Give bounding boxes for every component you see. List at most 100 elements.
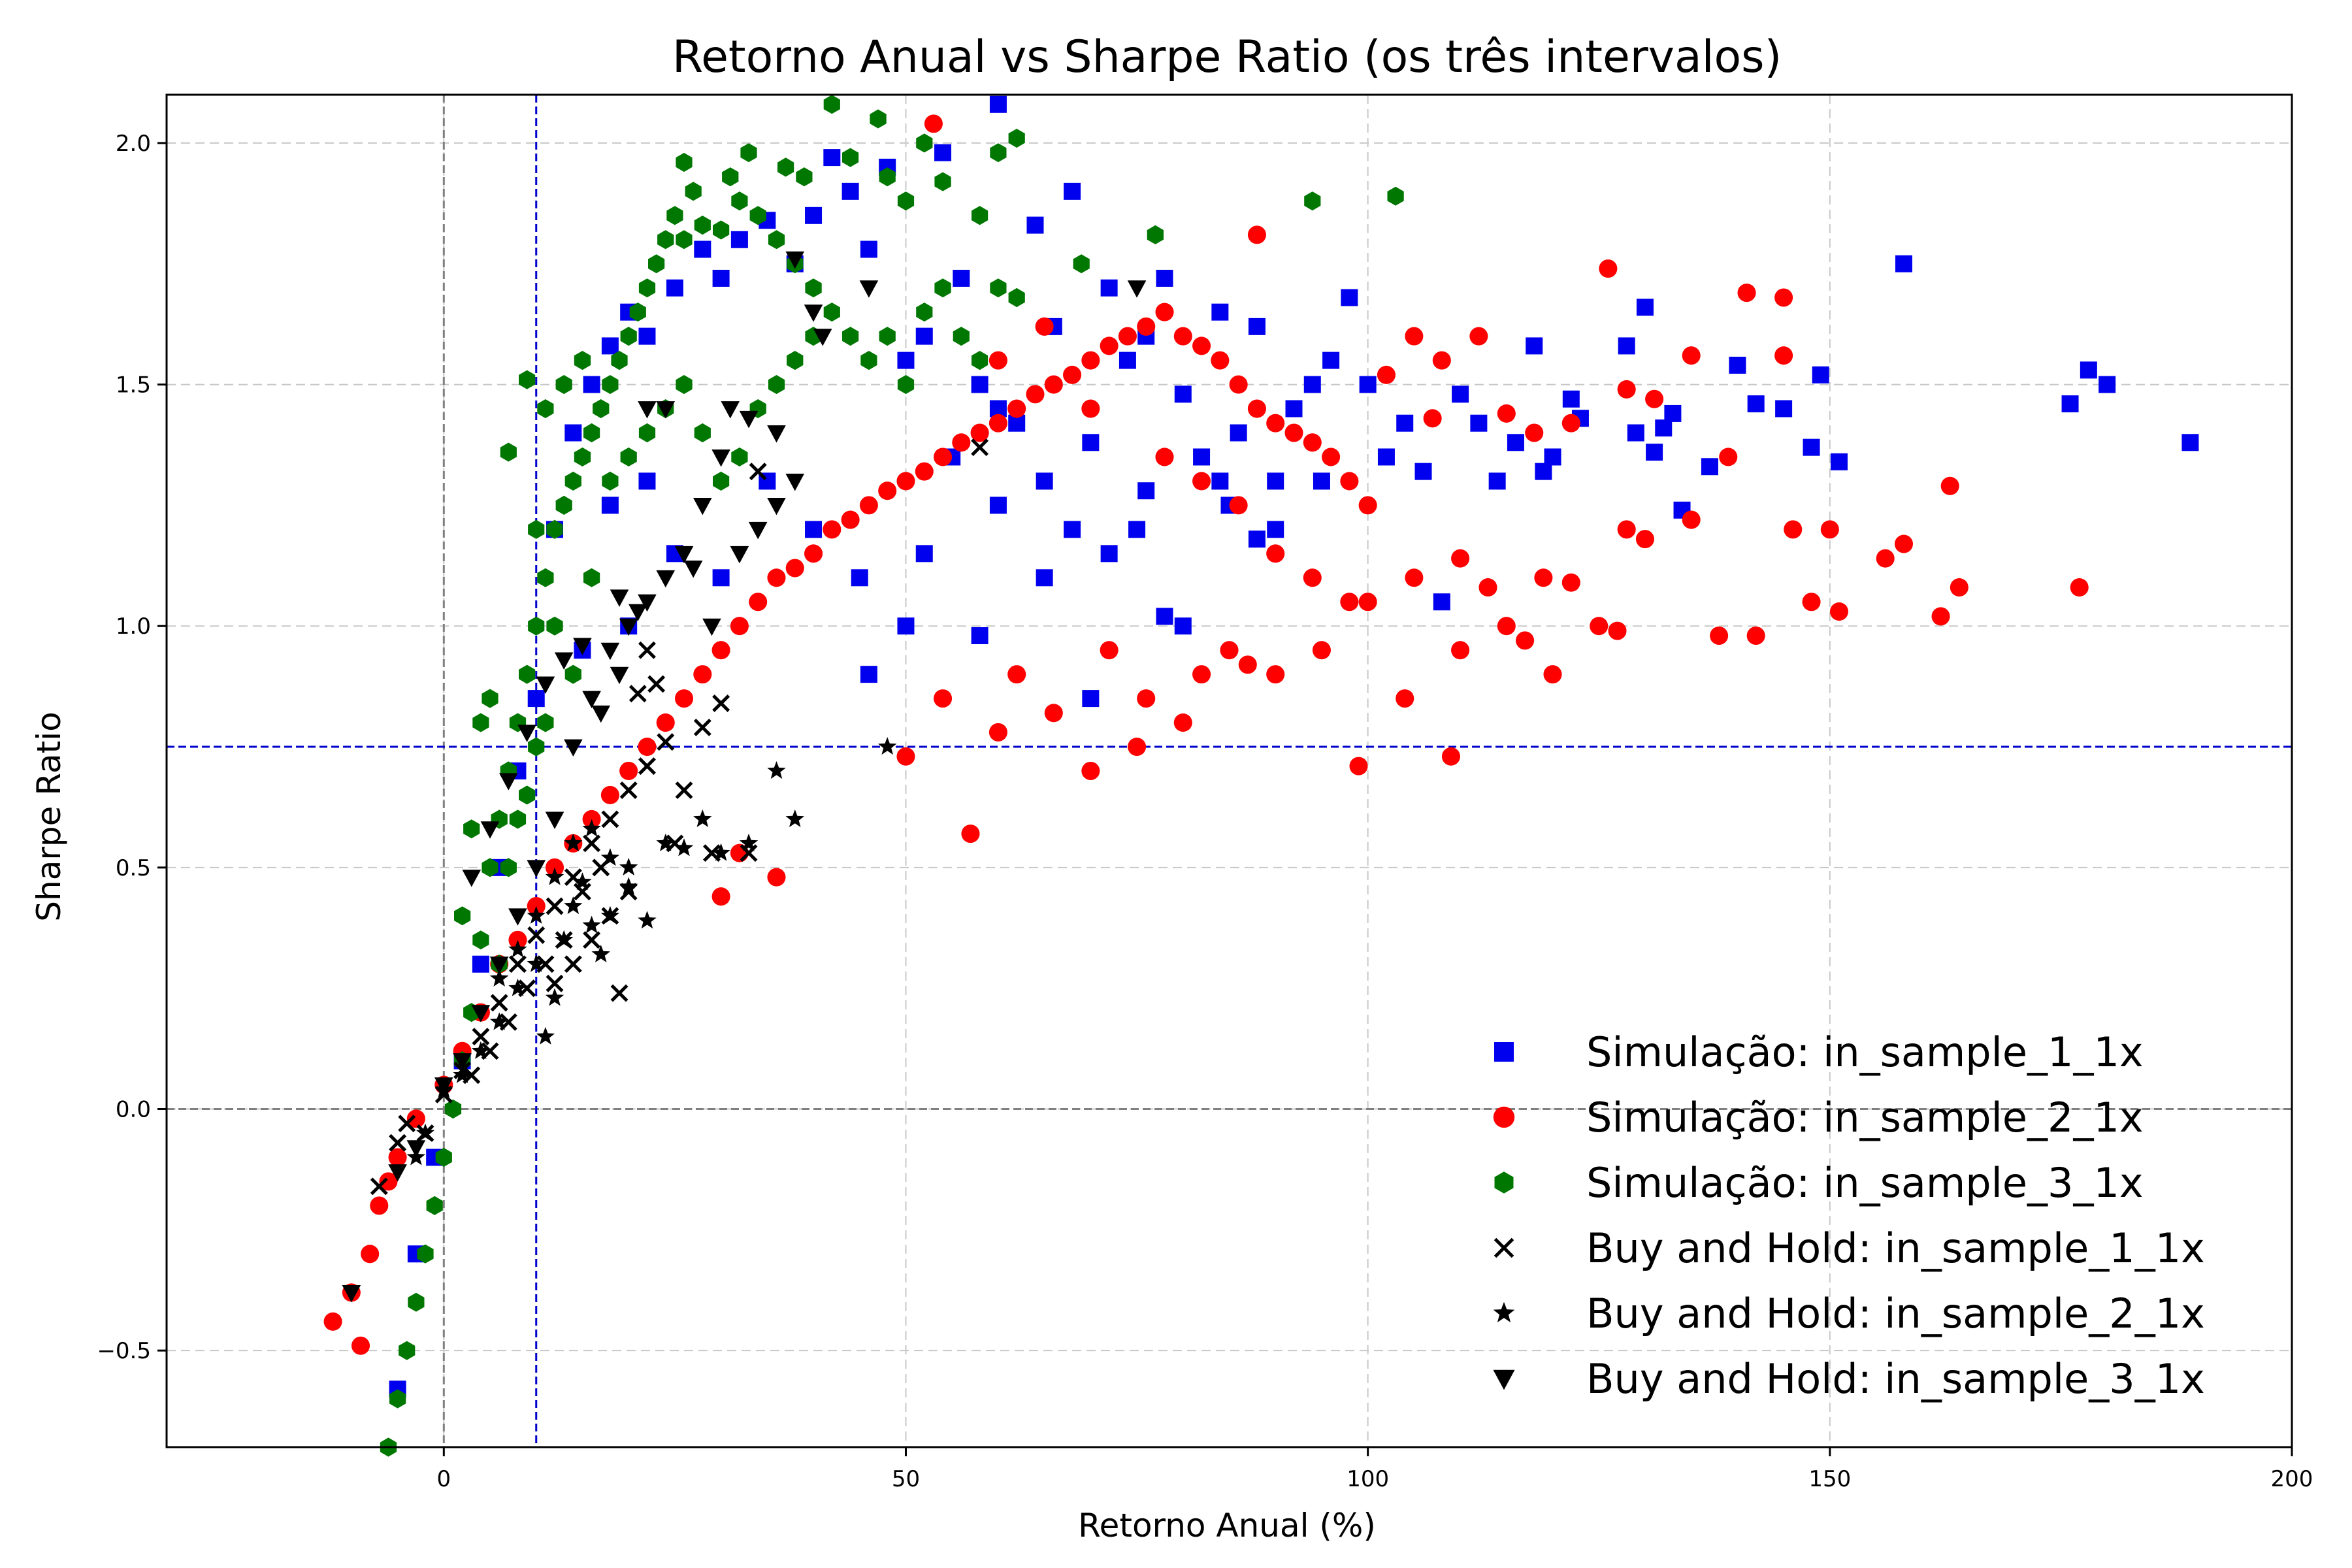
data-point: [1340, 593, 1359, 612]
data-point: [785, 473, 805, 491]
data-point: [767, 868, 786, 887]
legend-item: Buy and Hold: in_sample_1_1x: [1494, 1224, 2205, 1272]
legend-marker: [1494, 1042, 1514, 1062]
data-point: [1451, 549, 1470, 568]
data-point: [555, 495, 572, 515]
data-point: [785, 251, 805, 269]
data-point: [1710, 626, 1729, 645]
data-point: [619, 781, 638, 800]
data-point: [683, 561, 703, 578]
data-point: [721, 401, 740, 419]
data-point: [1432, 351, 1451, 370]
data-point: [842, 327, 859, 346]
data-point: [1073, 254, 1090, 274]
data-point: [573, 638, 592, 655]
data-point: [582, 691, 601, 709]
data-point: [1349, 757, 1368, 776]
data-point: [934, 144, 952, 161]
data-point: [564, 424, 582, 442]
data-point: [1895, 255, 1912, 272]
data-point: [897, 191, 915, 211]
legend-marker: [1494, 1237, 1514, 1258]
data-point: [740, 143, 757, 163]
data-point: [1950, 578, 1968, 597]
data-point: [804, 544, 823, 563]
data-point: [1220, 641, 1239, 660]
data-point: [961, 825, 980, 843]
data-point: [1322, 351, 1340, 369]
data-point: [1137, 317, 1156, 336]
data-point: [1248, 531, 1266, 548]
data-point: [564, 739, 583, 757]
data-point: [600, 906, 620, 924]
data-point: [582, 915, 601, 934]
data-point: [768, 375, 785, 395]
data-point: [842, 148, 859, 167]
data-point: [463, 819, 480, 839]
data-point: [879, 167, 896, 187]
data-point: [1747, 395, 1765, 413]
data-point: [1599, 259, 1618, 278]
series-4: [370, 438, 989, 1196]
data-point: [638, 594, 657, 612]
legend-label: Buy and Hold: in_sample_3_1x: [1586, 1355, 2205, 1403]
data-point: [970, 423, 989, 442]
data-point: [1635, 530, 1654, 549]
data-point: [988, 351, 1007, 370]
data-point: [1682, 510, 1701, 529]
data-point: [1128, 521, 1146, 538]
data-point: [471, 1041, 491, 1059]
data-point: [1931, 607, 1950, 626]
data-point: [1267, 472, 1284, 490]
data-point: [1312, 641, 1331, 660]
data-point: [897, 351, 915, 369]
x-tick-label: 150: [1808, 1466, 1851, 1492]
data-point: [739, 410, 759, 429]
data-point: [813, 329, 832, 346]
data-point: [1802, 593, 1821, 612]
data-point: [1044, 375, 1063, 394]
data-point: [787, 351, 804, 370]
legend-item: Simulação: in_sample_3_1x: [1494, 1159, 2144, 1207]
data-point: [711, 641, 730, 660]
data-point: [2070, 578, 2089, 597]
data-point: [656, 401, 676, 419]
data-point: [555, 930, 574, 948]
data-point: [1192, 336, 1211, 355]
reference-lines: [167, 95, 2292, 1447]
legend: Simulação: in_sample_1_1x Simulação: in_s…: [1493, 1028, 2205, 1403]
data-point: [564, 664, 581, 684]
data-point: [1746, 626, 1765, 645]
data-point: [638, 737, 657, 757]
data-point: [435, 1147, 452, 1167]
data-point: [1497, 617, 1516, 636]
data-point: [657, 230, 674, 250]
data-point: [519, 785, 536, 805]
data-point: [694, 423, 711, 443]
data-point: [676, 230, 693, 250]
legend-marker: [1493, 1106, 1515, 1128]
data-point: [823, 520, 841, 539]
data-point: [1174, 617, 1192, 635]
data-point: [610, 589, 629, 607]
data-point: [1729, 357, 1746, 374]
data-point: [879, 327, 896, 346]
data-point: [351, 1336, 370, 1355]
data-point: [1064, 182, 1081, 200]
data-point: [536, 676, 555, 694]
data-point: [602, 471, 619, 491]
data-point: [934, 689, 953, 708]
data-point: [1082, 690, 1100, 708]
legend-item: Simulação: in_sample_2_1x: [1493, 1094, 2144, 1141]
data-point: [537, 399, 554, 419]
data-point: [953, 327, 970, 346]
y-tick-label: 2.0: [116, 131, 151, 157]
data-point: [545, 811, 564, 829]
data-point: [1267, 521, 1284, 538]
data-point: [545, 988, 564, 1006]
data-point: [1137, 689, 1156, 708]
data-point: [398, 1115, 416, 1133]
legend-label: Simulação: in_sample_2_1x: [1586, 1094, 2144, 1141]
data-point: [1229, 496, 1248, 515]
